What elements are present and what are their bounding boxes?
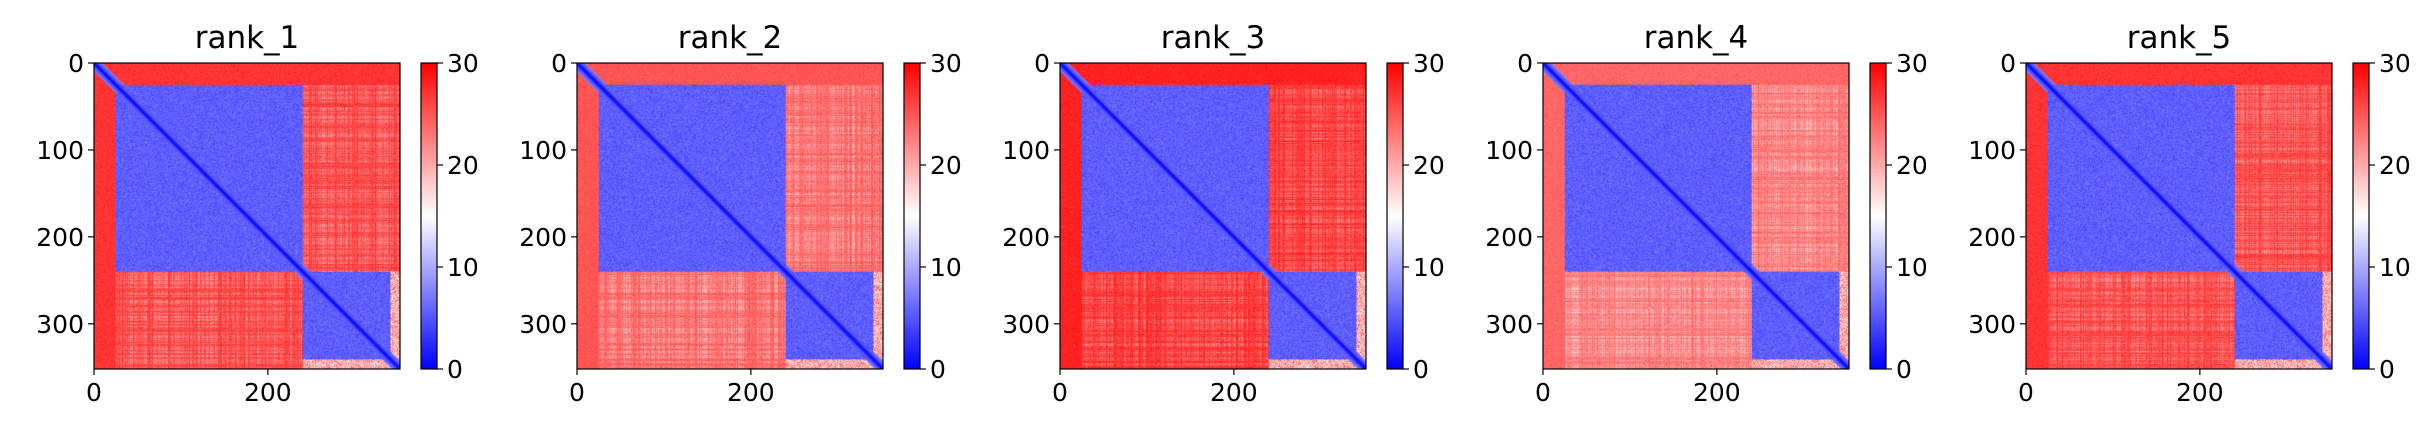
y-tick-label: 100: [36, 136, 84, 165]
axes-frame: [576, 62, 884, 370]
heatmap-panel: rank_1 0 200 0 100 200 300 0 10 20 30: [36, 20, 479, 407]
x-tick-label: 0: [1052, 378, 1068, 407]
axes-frame: [2025, 62, 2333, 370]
colorbar-tick-label: 20: [2379, 151, 2411, 180]
heatmap-image: [1060, 63, 1366, 369]
colorbar-tick-label: 20: [1896, 151, 1928, 180]
colorbar-tick-label: 10: [447, 253, 479, 282]
x-tick-label: 0: [569, 378, 585, 407]
y-tick-label: 200: [519, 223, 567, 252]
x-tick-label: 0: [86, 378, 102, 407]
heatmap-panel: rank_4 0 200 0 100 200 300 0 10 20 30: [1485, 20, 1928, 407]
panel-title: rank_3: [1161, 20, 1266, 56]
y-tick-label: 100: [519, 136, 567, 165]
colorbar-tick-label: 10: [1896, 253, 1928, 282]
y-tick-label: 0: [68, 49, 84, 78]
colorbar-tick-label: 0: [447, 355, 463, 384]
x-tick-label: 200: [727, 378, 775, 407]
axes-frame: [1059, 62, 1367, 370]
y-tick-label: 300: [1002, 310, 1050, 339]
colorbar-tick-label: 20: [1413, 151, 1445, 180]
x-tick-label: 200: [2176, 378, 2224, 407]
x-tick-label: 200: [244, 378, 292, 407]
x-tick-label: 0: [2018, 378, 2034, 407]
y-tick-label: 100: [1002, 136, 1050, 165]
colorbar-tick-label: 10: [930, 253, 962, 282]
colorbar-tick-label: 0: [930, 355, 946, 384]
y-tick-label: 0: [551, 49, 567, 78]
heatmap-panel: rank_2 0 200 0 100 200 300 0 10 20 30: [519, 20, 962, 407]
heatmap-panel: rank_5 0 200 0 100 200 300 0 10 20 30: [1968, 20, 2411, 407]
y-tick-label: 0: [1517, 49, 1533, 78]
panel-title: rank_1: [195, 20, 300, 56]
x-tick-label: 200: [1210, 378, 1258, 407]
x-tick-label: 200: [1693, 378, 1741, 407]
colorbar: [1386, 62, 1404, 370]
heatmap-image: [1543, 63, 1849, 369]
colorbar-tick-label: 30: [930, 49, 962, 78]
y-tick-label: 0: [2000, 49, 2016, 78]
y-tick-label: 200: [1968, 223, 2016, 252]
panel-title: rank_5: [2127, 20, 2232, 56]
colorbar-tick-label: 30: [1413, 49, 1445, 78]
axes-frame: [93, 62, 401, 370]
colorbar: [2352, 62, 2370, 370]
heatmap-panel: rank_3 0 200 0 100 200 300 0 10 20 30: [1002, 20, 1445, 407]
axes-frame: [1542, 62, 1850, 370]
y-tick-label: 200: [1485, 223, 1533, 252]
colorbar-tick-label: 20: [930, 151, 962, 180]
colorbar-tick-label: 10: [1413, 253, 1445, 282]
heatmap-image: [577, 63, 883, 369]
heatmap-image: [94, 63, 400, 369]
colorbar-tick-label: 0: [1413, 355, 1429, 384]
y-tick-label: 200: [36, 223, 84, 252]
y-tick-label: 300: [519, 310, 567, 339]
colorbar-tick-label: 10: [2379, 253, 2411, 282]
panel-title: rank_4: [1644, 20, 1749, 56]
y-tick-label: 0: [1034, 49, 1050, 78]
colorbar: [903, 62, 921, 370]
y-tick-label: 100: [1485, 136, 1533, 165]
colorbar-tick-label: 30: [1896, 49, 1928, 78]
colorbar-tick-label: 30: [2379, 49, 2411, 78]
colorbar-tick-label: 30: [447, 49, 479, 78]
y-tick-label: 300: [1968, 310, 2016, 339]
colorbar-tick-label: 0: [1896, 355, 1912, 384]
y-tick-label: 300: [1485, 310, 1533, 339]
y-tick-label: 100: [1968, 136, 2016, 165]
colorbar-tick-label: 20: [447, 151, 479, 180]
y-tick-label: 200: [1002, 223, 1050, 252]
colorbar: [1869, 62, 1887, 370]
panel-title: rank_2: [678, 20, 783, 56]
colorbar-tick-label: 0: [2379, 355, 2395, 384]
y-tick-label: 300: [36, 310, 84, 339]
colorbar: [420, 62, 438, 370]
heatmap-image: [2026, 63, 2332, 369]
x-tick-label: 0: [1535, 378, 1551, 407]
